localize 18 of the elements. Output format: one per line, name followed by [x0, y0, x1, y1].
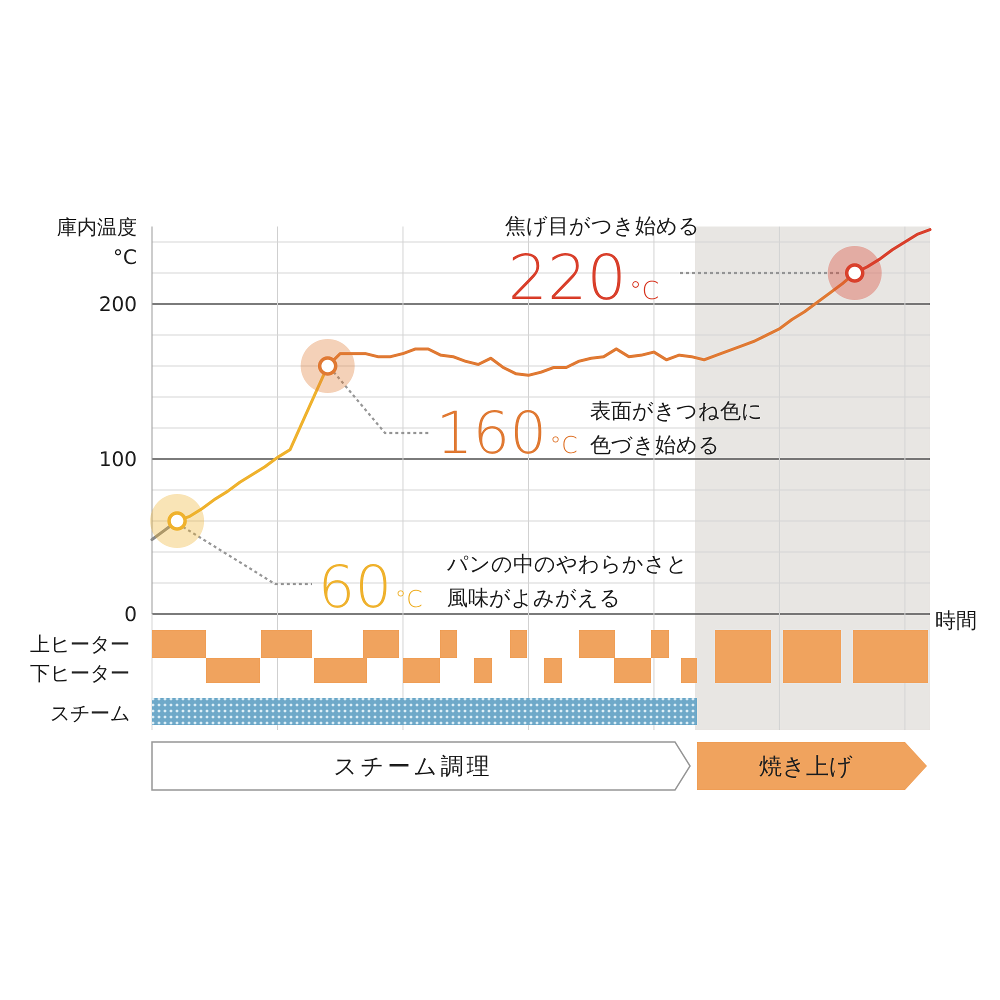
text: 焼き上げ [759, 754, 853, 780]
y-tick-label: 100 [98, 447, 137, 471]
annotation: パンの中のやわらかさと [446, 552, 688, 576]
annotation: 160°C [436, 399, 578, 467]
text: 下ヒーター [30, 661, 130, 685]
annotation: 表面がきつね色に [590, 399, 763, 423]
annotation: 色づき始める [590, 433, 720, 457]
annotation: 60°C [318, 553, 423, 621]
annotation: 風味がよみがえる [447, 586, 621, 610]
x-axis-title: 時間 [935, 608, 977, 632]
annotation: 220°C [508, 241, 660, 314]
y-axis-title: 庫内温度°C [57, 215, 137, 269]
text: スチーム [50, 701, 130, 725]
text: 上ヒーター [30, 632, 130, 656]
text: スチーム調理 [334, 754, 492, 780]
annotation: 焦げ目がつき始める [505, 214, 700, 238]
y-tick-label: 0 [124, 602, 137, 626]
y-tick-label: 200 [98, 292, 137, 316]
